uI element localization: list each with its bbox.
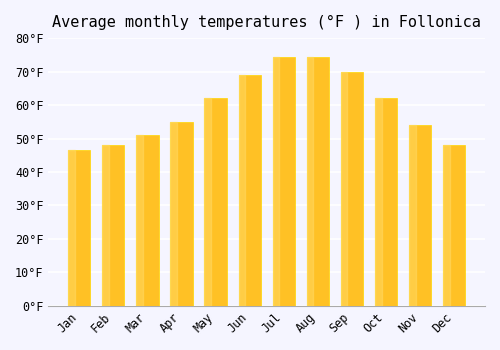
Bar (68, 150, 75, 306)
Bar (136, 135, 158, 306)
Bar (272, 57, 295, 306)
Bar (375, 98, 397, 306)
Bar (238, 75, 260, 306)
Bar (272, 57, 280, 306)
Bar (238, 75, 245, 306)
Bar (341, 72, 363, 306)
Bar (102, 145, 124, 306)
Bar (204, 98, 227, 306)
Bar (136, 135, 143, 306)
Bar (375, 98, 382, 306)
Bar (170, 122, 177, 306)
Bar (341, 72, 347, 306)
Bar (102, 145, 109, 306)
Bar (204, 98, 211, 306)
Bar (409, 125, 416, 306)
Bar (306, 57, 329, 306)
Bar (443, 145, 450, 306)
Title: Average monthly temperatures (°F ) in Follonica: Average monthly temperatures (°F ) in Fo… (52, 15, 481, 30)
Bar (306, 57, 314, 306)
Bar (170, 122, 192, 306)
Bar (409, 125, 431, 306)
Bar (443, 145, 465, 306)
Bar (68, 150, 90, 306)
